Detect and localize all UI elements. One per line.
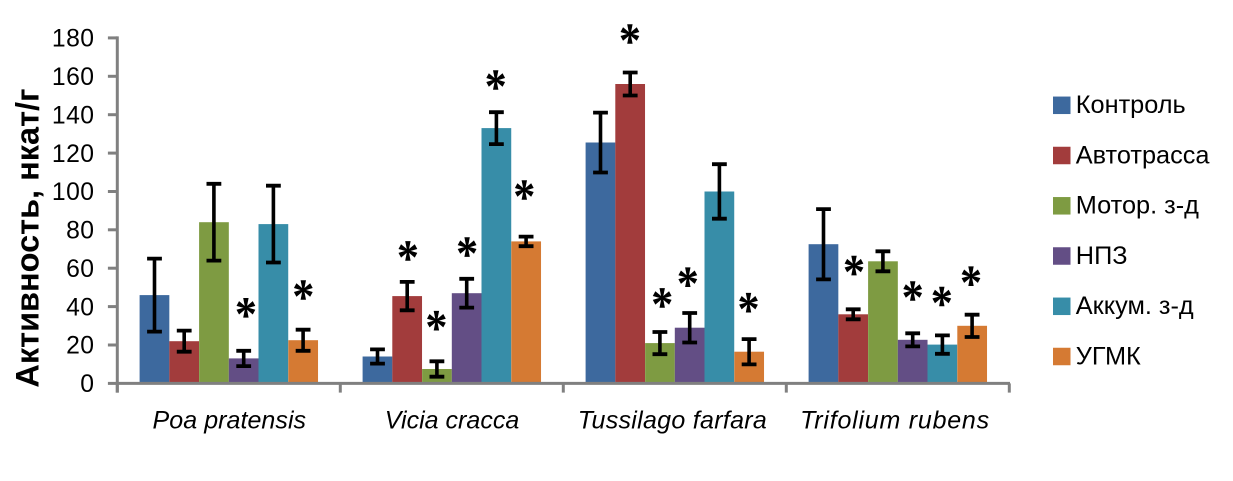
- svg-text:140: 140: [52, 102, 94, 129]
- svg-text:60: 60: [66, 256, 94, 283]
- svg-text:Контроль: Контроль: [1076, 91, 1186, 119]
- svg-text:Активность, нкат/г: Активность, нкат/г: [9, 88, 45, 387]
- svg-text:40: 40: [66, 294, 94, 321]
- svg-text:Trifolium rubens: Trifolium rubens: [800, 407, 989, 435]
- svg-text:НПЗ: НПЗ: [1076, 242, 1128, 270]
- svg-text:Автотрасса: Автотрасса: [1076, 141, 1211, 169]
- svg-text:120: 120: [52, 141, 94, 168]
- svg-text:Vicia cracca: Vicia cracca: [385, 407, 520, 435]
- svg-text:УГМК: УГМК: [1076, 342, 1141, 370]
- svg-text:0: 0: [80, 371, 94, 398]
- svg-text:180: 180: [52, 26, 94, 53]
- svg-text:Мотор. з-д: Мотор. з-д: [1076, 192, 1199, 220]
- svg-text:Tussilago farfara: Tussilago farfara: [578, 407, 767, 435]
- svg-text:Poa pratensis: Poa pratensis: [153, 407, 306, 435]
- svg-text:20: 20: [66, 333, 94, 360]
- svg-text:100: 100: [52, 179, 94, 206]
- svg-text:Аккум. з-д: Аккум. з-д: [1076, 292, 1194, 320]
- svg-text:80: 80: [66, 218, 94, 245]
- svg-text:160: 160: [52, 64, 94, 91]
